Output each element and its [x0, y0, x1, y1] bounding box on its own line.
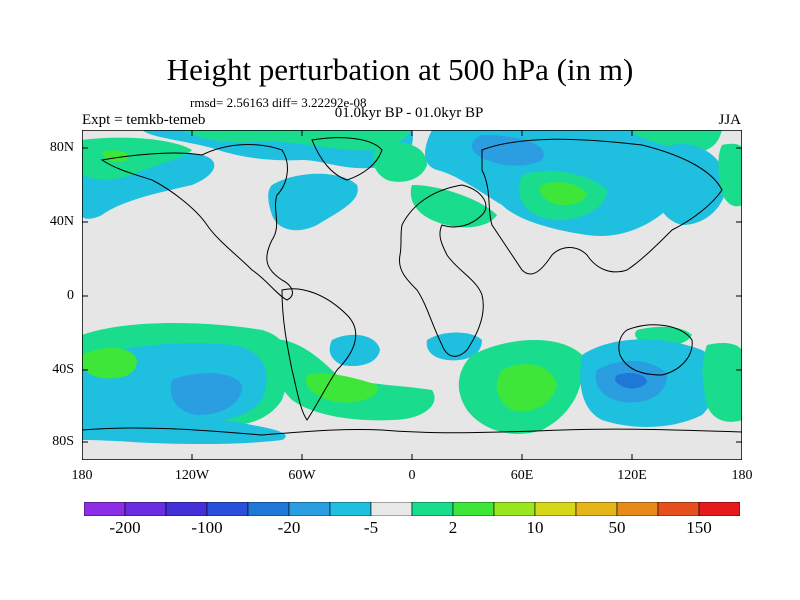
contour-pos-arctic-north	[182, 130, 412, 151]
colorbar-label-150: 150	[686, 518, 712, 537]
colorbar-swatch	[247, 502, 290, 516]
lon-label-120w: 120W	[174, 468, 210, 483]
contour-pos-central-asia-core	[539, 182, 587, 206]
lon-label-60e: 60E	[510, 468, 534, 483]
lon-label-180-right: 180	[731, 468, 753, 483]
colorbar-swatch	[165, 502, 208, 516]
lat-label-0: 0	[67, 288, 74, 303]
coastline-greenland	[311, 137, 383, 181]
colorbar	[84, 502, 740, 516]
colorbar-swatch	[493, 502, 536, 516]
contour-neg-labrador	[268, 173, 358, 231]
colorbar-label-minus20: -20	[277, 518, 301, 537]
contour-neg-sw-pacific-dark	[170, 373, 242, 415]
coastline-south-america	[281, 288, 357, 421]
coastline-antarctica	[82, 427, 742, 436]
lon-label-180-left: 180	[71, 468, 93, 483]
colorbar-label-minus5: -5	[363, 518, 379, 537]
stats-label: rmsd= 2.56163 diff= 3.22292e-08	[190, 95, 367, 110]
contour-pos-sw-pacific-core	[82, 348, 137, 379]
lon-ticks	[191, 130, 633, 460]
coastline-europe-africa	[398, 184, 487, 357]
contour-pos-dateline-south	[702, 342, 742, 422]
contour-pos-arctic-west	[82, 137, 192, 180]
colorbar-label-minus100: -100	[191, 518, 223, 537]
colorbar-swatch	[534, 502, 577, 516]
lon-label-120e: 120E	[617, 468, 647, 483]
colorbar-swatch	[370, 502, 413, 516]
period-label: 01.0kyr BP - 01.0kyr BP	[334, 105, 484, 121]
colorbar-swatch	[124, 502, 167, 516]
colorbar-swatch	[288, 502, 331, 516]
colorbar-swatch	[657, 502, 700, 516]
lat-label-80s: 80S	[52, 434, 74, 449]
coastlines	[82, 137, 742, 436]
contour-neg-siberia-dark	[471, 135, 544, 166]
contour-pos-indian-ocean-core	[496, 364, 557, 412]
lat-label-40s: 40S	[52, 362, 74, 377]
experiment-label: Expt = temkb-temeb	[82, 112, 206, 128]
colorbar-label-2: 2	[448, 518, 458, 537]
colorbar-swatch	[329, 502, 372, 516]
lon-label-0: 0	[408, 468, 416, 483]
colorbar-swatch	[698, 502, 740, 516]
colorbar-label-50: 50	[608, 518, 626, 537]
contour-pos-atlantic	[373, 142, 427, 182]
colorbar-swatch	[84, 502, 126, 516]
coastline-australia	[618, 324, 693, 376]
lon-label-60w: 60W	[288, 468, 316, 483]
contour-fields	[82, 130, 742, 445]
lat-ticks	[82, 147, 742, 443]
contour-pos-europe	[410, 185, 497, 228]
contour-pos-asia-east	[627, 130, 722, 152]
colorbar-label-minus200: -200	[109, 518, 141, 537]
contour-pos-s-atlantic-core	[306, 373, 378, 403]
colorbar-label-10: 10	[526, 518, 544, 537]
coastline-asia	[481, 138, 723, 275]
contour-neg-sahara	[426, 332, 482, 361]
map-title: Height perturbation at 500 hPa (in m)	[166, 52, 634, 87]
map-panel	[82, 130, 742, 460]
season-label: JJA	[718, 112, 741, 128]
colorbar-swatch	[575, 502, 618, 516]
colorbar-swatch	[616, 502, 659, 516]
lat-label-40n: 40N	[49, 214, 74, 229]
colorbar-swatch	[206, 502, 249, 516]
contour-neg-australia-dark	[615, 372, 647, 389]
contour-neg-se-pacific	[329, 334, 380, 367]
lat-label-80n: 80N	[49, 140, 74, 155]
colorbar-swatch	[452, 502, 495, 516]
contour-pos-dateline	[718, 143, 742, 207]
coastline-north-america	[100, 144, 293, 301]
colorbar-swatch	[411, 502, 454, 516]
